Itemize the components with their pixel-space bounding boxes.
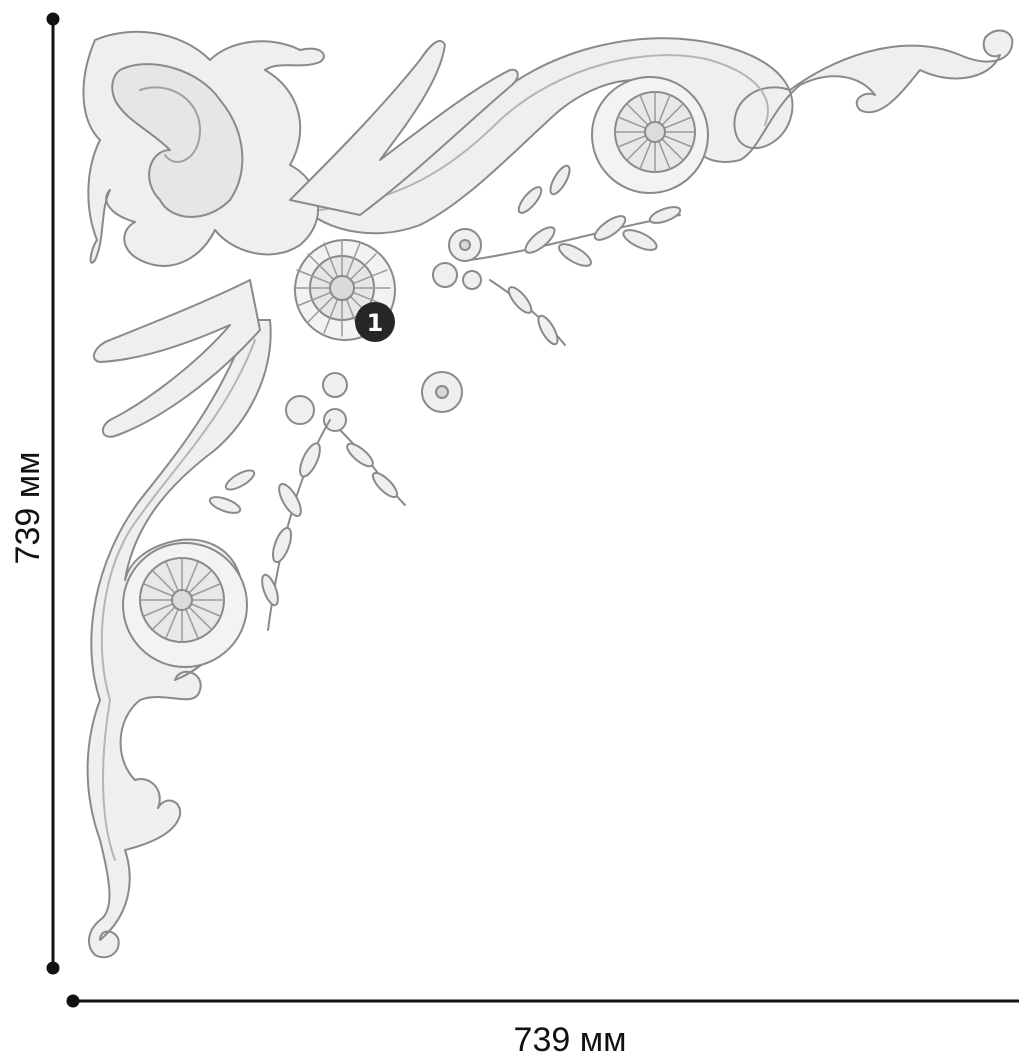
left-frond bbox=[92, 279, 261, 438]
corner-acanthus-inner bbox=[111, 63, 244, 218]
flower-cluster-upper bbox=[432, 228, 482, 290]
upper-frond bbox=[289, 40, 519, 216]
callout-1-badge bbox=[355, 302, 395, 342]
vertical-dimension-top-dot bbox=[46, 12, 60, 26]
leaf-sprig-right bbox=[469, 164, 682, 346]
callout-1: 1 bbox=[355, 302, 395, 342]
central-medallion-center bbox=[329, 275, 355, 301]
upper-rosette-center bbox=[644, 121, 666, 143]
horizontal-dimension-left-dot bbox=[66, 994, 80, 1008]
left-rosette-center bbox=[171, 589, 193, 611]
flower-cluster-mid bbox=[285, 371, 463, 432]
leaf-sprig-lower bbox=[208, 419, 406, 631]
upper-scroll-groove bbox=[319, 54, 769, 211]
left-scroll-groove bbox=[100, 339, 256, 861]
corner-ornament bbox=[82, 29, 1014, 959]
vertical-dimension-bottom-dot bbox=[46, 961, 60, 975]
callout-1-number: 1 bbox=[367, 309, 384, 337]
dimension-lines bbox=[46, 12, 1019, 1008]
corner-acanthus-curl bbox=[139, 86, 201, 163]
width-dimension-label: 739 мм bbox=[513, 1021, 627, 1059]
height-dimension-label: 739 мм bbox=[9, 451, 47, 565]
